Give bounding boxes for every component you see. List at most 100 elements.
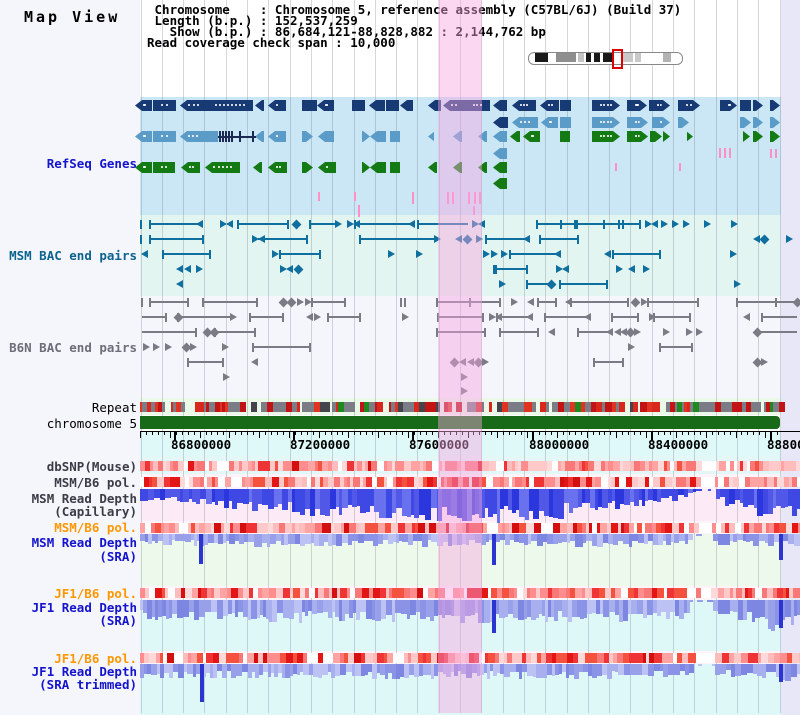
repeat-cell — [585, 402, 588, 412]
msm-read-depth-capillary-bar — [160, 489, 165, 500]
jf1-read-depth-sra-bar — [733, 600, 738, 612]
jf1-read-depth-sra-bar — [223, 600, 228, 617]
gene-intron-line — [218, 136, 256, 138]
msm-read-depth-sra-bar — [148, 534, 152, 545]
jf1-read-depth-sra-trimmed-bar — [231, 664, 236, 679]
msm-read-depth-capillary-bar — [282, 489, 288, 510]
jf1-read-depth-sra-trimmed-bar — [689, 664, 694, 674]
msm-read-depth-capillary-bar — [558, 489, 564, 519]
heatmap-cell — [453, 588, 460, 598]
b6n-bac-range-cap — [482, 313, 484, 322]
ruler-minor-tick — [610, 432, 612, 435]
ruler-medium-tick — [378, 432, 380, 438]
ruler-minor-tick — [253, 432, 255, 435]
msm-read-depth-capillary-bar — [325, 489, 330, 516]
msm-read-depth-capillary-bar — [688, 489, 693, 494]
msm-read-depth-sra-bar — [750, 534, 753, 542]
refseq-gene-glyph — [493, 162, 507, 173]
repeat-cell — [699, 402, 704, 412]
jf1-read-depth-sra-trimmed-bar — [516, 664, 519, 672]
gridline — [523, 0, 525, 713]
refseq-gene-glyph — [541, 117, 558, 128]
b6n-bac-range-cap — [593, 358, 595, 367]
heatmap-cell — [387, 653, 393, 663]
msm-bac-range-cap — [202, 235, 204, 244]
b6n-bac-range-cap — [404, 298, 406, 307]
msm-bac-pair-icon — [286, 265, 293, 273]
ruler-minor-tick — [145, 432, 147, 435]
heatmap-cell — [300, 588, 305, 598]
refseq-gene-glyph — [465, 100, 490, 111]
repeat-cell — [297, 402, 300, 412]
repeat-cell — [403, 402, 407, 412]
refseq-gene-glyph — [428, 131, 434, 142]
jf1-read-depth-sra-trimmed-bar — [300, 664, 303, 673]
heatmap-cell — [191, 523, 195, 533]
heatmap-cell — [410, 588, 417, 598]
chromosome-bar[interactable] — [140, 416, 780, 429]
gridline — [779, 0, 781, 713]
refseq-gene-glyph — [560, 117, 571, 128]
jf1-read-depth-sra-trimmed-bar — [454, 664, 458, 677]
jf1-read-depth-sra-bar — [718, 600, 724, 614]
heatmap-cell — [371, 461, 377, 471]
heatmap-cell — [628, 588, 634, 598]
heatmap-cell — [349, 523, 356, 533]
jf1-read-depth-sra-trimmed-bar — [151, 664, 157, 676]
jf1-read-depth-sra-bar — [426, 600, 430, 617]
heatmap-cell — [547, 461, 552, 471]
msm-read-depth-capillary-bar — [310, 489, 315, 517]
track-label-msm-b6-pol-2: MSM/B6 pol. — [54, 520, 137, 535]
heatmap-cell — [575, 461, 579, 471]
heatmap-cell — [696, 477, 701, 487]
b6n-bac-range-cap — [177, 313, 179, 322]
gene-exon-dots — [600, 135, 612, 137]
repeat-cell — [407, 402, 411, 412]
refseq-gene-glyph — [443, 100, 465, 111]
ruler-minor-tick — [681, 432, 683, 435]
msm-bac-arrow-left-icon — [523, 235, 530, 243]
heatmap-cell — [657, 653, 662, 663]
repeat-cell — [314, 402, 320, 412]
msm-read-depth-capillary-bar — [189, 489, 192, 500]
msm-bac-arrow-right-icon — [501, 250, 508, 258]
heatmap-cell — [323, 477, 328, 487]
msm-read-depth-sra-bar — [244, 534, 248, 543]
heatmap-cell — [694, 523, 699, 533]
jf1-read-depth-sra-trimmed-bar — [423, 664, 428, 675]
heatmap-cell — [426, 461, 432, 471]
gridline — [140, 0, 142, 713]
msm-read-depth-sra-bar — [262, 534, 267, 544]
gene-exon-dots — [143, 104, 144, 106]
header-line-1: Chromosome : Chromosome 5, reference ass… — [147, 2, 682, 17]
heatmap-cell — [465, 653, 469, 663]
heatmap-cell — [665, 477, 672, 487]
msm-bac-arrow-left-icon — [753, 235, 760, 243]
repeat-cell — [482, 402, 484, 412]
heatmap-cell — [396, 477, 402, 487]
msm-read-depth-capillary-bar — [232, 489, 237, 510]
b6n-bac-range-line — [660, 346, 692, 348]
repeat-cell — [524, 402, 528, 412]
msm-read-depth-capillary-bar — [274, 489, 278, 508]
msm-read-depth-capillary-bar — [493, 489, 497, 514]
heatmap-cell — [734, 653, 741, 663]
jf1-read-depth-sra-trimmed-bar — [290, 664, 293, 677]
msm-bac-range-line — [258, 238, 307, 240]
b6n-bac-range-line — [328, 316, 360, 318]
msm-read-depth-capillary-bar — [300, 489, 305, 515]
b6n-bac-arrow-right-icon — [143, 343, 150, 351]
msm-bac-pair-icon — [562, 265, 569, 273]
ruler-minor-tick — [181, 432, 183, 435]
heatmap-cell — [340, 653, 344, 663]
msm-bac-range-cap — [536, 220, 538, 229]
bg-region — [140, 215, 781, 296]
heatmap-cell — [632, 477, 638, 487]
heatmap-cell — [437, 653, 444, 663]
msm-bac-range-cap — [485, 235, 487, 244]
msm-read-depth-capillary-bar — [792, 489, 797, 517]
heatmap-cell — [359, 523, 365, 533]
ruler-minor-tick — [640, 432, 642, 435]
heatmap-cell — [441, 477, 444, 487]
jf1-read-depth-sra-bar — [551, 600, 554, 618]
